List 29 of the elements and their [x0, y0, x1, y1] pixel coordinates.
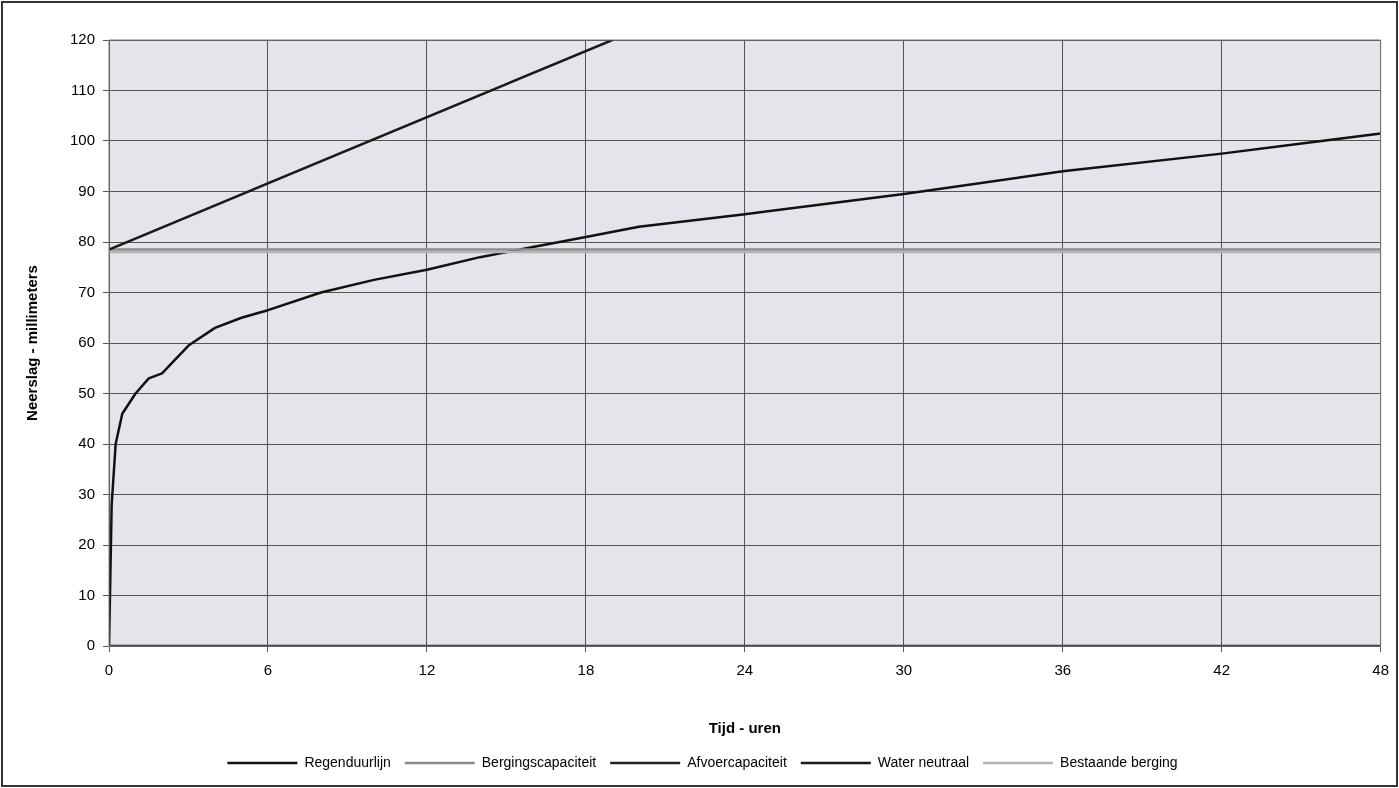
legend-label: Afvoercapaciteit [687, 753, 787, 770]
legend-label: Bestaande berging [1060, 753, 1178, 770]
y-tick-label: 50 [78, 383, 96, 401]
x-tick-label: 0 [104, 661, 114, 679]
y-tick-label: 120 [70, 30, 96, 48]
x-axis-title: Tijd - uren [708, 719, 781, 737]
x-tick-label: 24 [736, 661, 754, 679]
legend-label: Water neutraal [877, 753, 970, 770]
y-tick-label: 0 [86, 636, 96, 654]
y-tick-label: 60 [78, 333, 96, 351]
legend-label: Regenduurlijn [304, 753, 391, 770]
x-tick-label: 36 [1054, 661, 1072, 679]
x-tick-label: 12 [418, 661, 436, 679]
x-tick-label: 48 [1372, 661, 1389, 679]
x-tick-label: 18 [577, 661, 595, 679]
y-tick-label: 20 [78, 535, 96, 553]
y-axis-title: Neerslag - millimeters [23, 265, 41, 421]
y-tick-label: 110 [71, 80, 96, 98]
legend-label: Bergingscapaciteit [481, 753, 597, 770]
y-tick-label: 10 [78, 585, 96, 603]
x-tick-label: 30 [895, 661, 913, 679]
y-tick-label: 30 [78, 484, 96, 502]
y-tick-label: 80 [78, 232, 96, 250]
y-tick-label: 70 [78, 282, 96, 300]
x-tick-label: 42 [1213, 661, 1231, 679]
x-tick-label: 6 [263, 661, 273, 679]
y-tick-label: 90 [78, 181, 96, 199]
y-tick-label: 40 [78, 434, 96, 452]
y-tick-label: 100 [70, 131, 96, 149]
